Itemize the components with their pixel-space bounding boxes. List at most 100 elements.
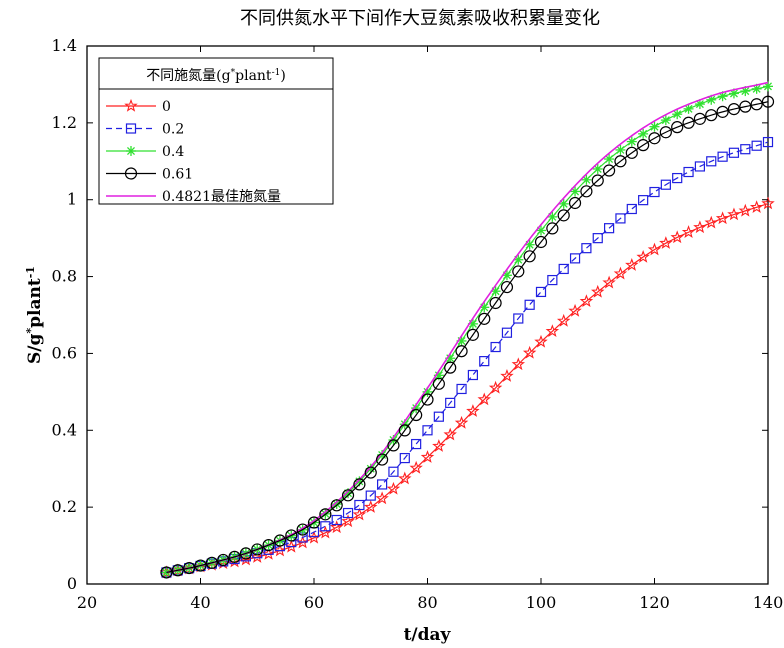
- legend-box: [98, 57, 334, 205]
- series-marker: [761, 196, 775, 210]
- series-marker: [466, 404, 480, 417]
- series-marker: [749, 200, 764, 214]
- series-marker: [330, 499, 343, 512]
- series-marker: [183, 561, 196, 575]
- x-tick-label: 120: [639, 593, 670, 612]
- series-marker: [445, 397, 456, 408]
- series-marker: [432, 377, 445, 390]
- series-marker: [273, 534, 287, 547]
- series-marker: [672, 172, 683, 184]
- series-marker: [341, 514, 355, 528]
- series-marker: [444, 361, 457, 374]
- series-marker: [579, 294, 594, 308]
- series-marker: [545, 324, 560, 338]
- series-marker: [354, 499, 365, 511]
- x-tick-label: 40: [190, 593, 210, 612]
- series-marker: [513, 313, 524, 324]
- series-marker: [591, 284, 605, 298]
- series-marker: [648, 132, 661, 145]
- series-marker: [738, 203, 753, 217]
- series-marker: [659, 126, 672, 139]
- series-marker: [602, 275, 616, 289]
- x-tick-label: 60: [304, 593, 324, 612]
- series-marker: [501, 327, 513, 338]
- series-marker: [603, 223, 615, 234]
- series-marker: [251, 543, 264, 556]
- legend-item: 0.2: [106, 122, 184, 138]
- series-marker: [626, 203, 637, 215]
- legend-items: 0 0.2 0.4 0.61 0.4821最佳施氮量: [106, 98, 281, 205]
- series-marker: [681, 225, 696, 238]
- series-marker: [376, 453, 389, 466]
- legend-label: 0.61: [162, 167, 193, 183]
- series-marker: [694, 161, 706, 172]
- series-marker: [581, 174, 592, 185]
- series-marker: [683, 103, 694, 114]
- series-marker: [638, 128, 649, 139]
- series-marker: [409, 460, 423, 474]
- series-marker: [160, 566, 173, 579]
- asterisk-stroke: [400, 420, 409, 429]
- series-marker: [727, 102, 741, 116]
- series-marker: [613, 266, 628, 280]
- series-marker: [433, 411, 444, 422]
- series-marker: [717, 151, 728, 162]
- legend-swatch-marker: [126, 146, 136, 156]
- series-marker: [171, 564, 184, 577]
- asterisk-stroke: [639, 129, 648, 138]
- asterisk-stroke: [661, 116, 670, 125]
- series-marker: [751, 140, 762, 151]
- series-marker: [604, 154, 615, 165]
- series-marker: [636, 249, 650, 263]
- series-marker: [704, 215, 718, 229]
- series-marker: [296, 523, 309, 536]
- series-marker: [511, 357, 526, 371]
- series-marker: [558, 198, 569, 209]
- asterisk-stroke: [571, 187, 580, 196]
- series-marker: [683, 166, 694, 178]
- series-marker: [625, 258, 639, 271]
- asterisk-stroke: [673, 110, 682, 119]
- series-marker: [547, 211, 558, 222]
- legend-label: 0.4: [162, 144, 184, 160]
- series-marker: [329, 520, 344, 534]
- y-tick-label: 0.6: [52, 343, 77, 362]
- series-marker: [728, 147, 740, 158]
- series-marker: [285, 529, 298, 542]
- legend-item: 0: [106, 98, 171, 115]
- series-marker: [421, 393, 434, 406]
- series-marker: [547, 274, 558, 286]
- series-marker: [522, 345, 537, 359]
- series-line: [166, 141, 769, 574]
- series-marker: [523, 250, 536, 263]
- series-line: [166, 202, 769, 574]
- series-marker: [763, 81, 773, 92]
- asterisk-stroke: [764, 82, 772, 91]
- y-axis-label: S/g*plant-1: [24, 266, 46, 364]
- series-marker: [319, 508, 332, 521]
- asterisk-stroke: [616, 145, 625, 154]
- series-marker: [557, 209, 570, 222]
- y-tick-label: 0.2: [52, 497, 77, 516]
- asterisk-stroke: [695, 100, 704, 109]
- asterisk-stroke: [434, 371, 443, 380]
- asterisk-stroke: [707, 95, 716, 104]
- series-marker: [615, 144, 626, 155]
- asterisk-stroke: [378, 450, 387, 459]
- series-marker: [693, 112, 707, 125]
- series-marker: [614, 155, 627, 168]
- series-marker: [194, 559, 207, 572]
- series-1: [159, 196, 775, 579]
- series-marker: [456, 383, 467, 395]
- series-marker: [365, 490, 376, 501]
- y-tick-label: 0: [67, 574, 77, 593]
- series-marker: [637, 139, 650, 152]
- series-marker: [364, 500, 378, 513]
- series-marker: [512, 265, 525, 278]
- series-marker: [626, 136, 637, 147]
- series-marker: [750, 98, 763, 111]
- series-line: [166, 101, 769, 574]
- asterisk-stroke: [729, 89, 738, 98]
- series-marker: [420, 450, 435, 463]
- series-marker: [479, 356, 490, 367]
